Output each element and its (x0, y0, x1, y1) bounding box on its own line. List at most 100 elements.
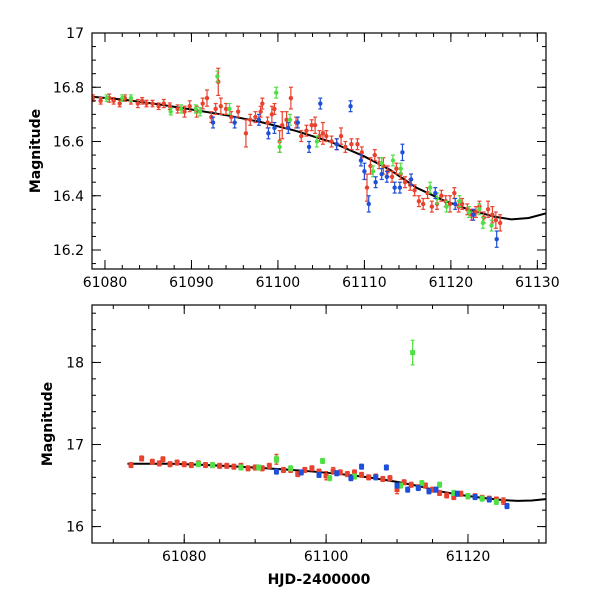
top-blue-marker-10 (348, 104, 353, 109)
top-red-point-38 (288, 86, 294, 110)
bottom-red-marker-5 (167, 461, 173, 467)
top-green-point-0 (104, 94, 109, 102)
bottom-red-marker-13 (224, 463, 230, 469)
bottom-blue-point-4 (348, 475, 354, 482)
top-green-point-9 (273, 86, 279, 99)
bottom-green-marker-13 (451, 490, 457, 496)
top-red-point-11 (156, 102, 161, 111)
top-red-marker-45 (320, 131, 326, 136)
bottom-blue-marker-9 (405, 487, 411, 493)
bottom-green-marker-8 (351, 474, 357, 480)
top-green-marker-10 (277, 144, 282, 150)
top-green-point-5 (193, 104, 198, 114)
bottom-red-point-25 (309, 465, 315, 472)
bottom-blue-marker-10 (415, 485, 421, 491)
bottom-red-point-14 (231, 463, 237, 470)
top-red-marker-27 (243, 131, 249, 136)
bottom-red-marker-26 (316, 469, 322, 475)
bottom-green-marker-1 (210, 462, 216, 468)
bottom-red-marker-14 (231, 464, 237, 470)
top-green-marker-24 (489, 223, 494, 228)
top-red-marker-68 (425, 190, 430, 196)
top-blue-marker-18 (397, 185, 403, 190)
bottom-blue-point-8 (394, 482, 400, 489)
top-green-marker-1 (120, 95, 125, 101)
bottom-green-point-4 (273, 455, 279, 464)
bottom-green-marker-12 (437, 482, 443, 488)
bottom-green-point-13 (451, 489, 457, 496)
top-blue-point-16 (384, 170, 390, 183)
top-red-point-65 (412, 184, 417, 197)
top-blue-marker-16 (384, 174, 390, 179)
bottom-red-marker-10 (203, 462, 208, 468)
bottom-x-tick-label: 61100 (304, 549, 349, 565)
top-green-marker-15 (390, 158, 396, 163)
top-red-marker-82 (485, 207, 491, 212)
top-red-marker-83 (490, 212, 495, 217)
bottom-plot-area (127, 339, 546, 510)
bottom-red-point-39 (408, 481, 414, 488)
top-red-point-73 (447, 195, 453, 213)
bottom-green-point-2 (238, 464, 244, 471)
top-red-marker-31 (260, 101, 265, 106)
bottom-green-marker-5 (288, 465, 294, 471)
bottom-blue-point-9 (405, 486, 411, 493)
top-blue-point-4 (272, 121, 277, 134)
bottom-green-marker-14 (465, 493, 471, 499)
top-red-point-69 (429, 200, 435, 213)
top-red-point-8 (139, 96, 145, 105)
bottom-green-marker-16 (493, 499, 499, 505)
top-green-marker-8 (227, 106, 232, 112)
top-red-marker-36 (280, 123, 285, 128)
top-blue-marker-17 (392, 185, 397, 190)
top-green-marker-13 (370, 169, 376, 174)
bottom-blue-marker-11 (426, 488, 432, 494)
top-red-marker-29 (253, 114, 258, 120)
top-blue-marker-3 (266, 131, 271, 136)
bottom-red-point-19 (266, 462, 272, 469)
bottom-green-marker-7 (327, 475, 333, 481)
top-blue-point-12 (362, 162, 367, 181)
top-red-point-29 (253, 111, 258, 124)
top-x-tick-label: 61130 (515, 275, 560, 291)
top-red-marker-60 (389, 174, 395, 179)
top-panel-axes: 61080 61090 61100 61110 61120 61130 16.2 16.4 16… (53, 26, 560, 291)
top-red-point-19 (204, 89, 210, 107)
top-red-marker-23 (218, 104, 224, 109)
top-red-marker-65 (412, 188, 417, 193)
top-y-tick-label: 16.2 (53, 243, 84, 259)
bottom-blue-marker-12 (433, 487, 439, 493)
top-green-point-21 (466, 206, 472, 219)
top-red-point-66 (416, 195, 422, 208)
bottom-blue-marker-1 (298, 469, 304, 475)
top-red-marker-42 (309, 123, 314, 128)
top-blue-marker-13 (366, 201, 371, 207)
top-red-marker-66 (416, 198, 422, 204)
bottom-blue-marker-13 (454, 491, 460, 497)
top-red-marker-16 (187, 104, 192, 109)
top-red-point-4 (117, 99, 122, 108)
bottom-red-marker-37 (394, 487, 400, 493)
bottom-red-point-6 (174, 459, 180, 466)
top-green-point-10 (277, 140, 282, 153)
top-green-point-1 (120, 94, 125, 102)
top-x-tick-label: 61100 (256, 275, 301, 291)
bottom-red-marker-41 (422, 483, 428, 489)
top-red-marker-19 (204, 95, 210, 101)
bottom-red-point-35 (380, 475, 386, 483)
bottom-red-marker-33 (366, 474, 372, 480)
top-red-marker-54 (364, 185, 370, 190)
bottom-blue-point-15 (486, 496, 492, 503)
top-green-marker-20 (457, 198, 462, 204)
top-green-marker-7 (215, 74, 220, 79)
bottom-red-point-21 (281, 466, 287, 474)
top-blue-point-23 (471, 208, 476, 221)
bottom-panel-xlabel: HJD-2400000 (268, 572, 371, 588)
top-red-marker-7 (135, 101, 141, 106)
bottom-red-marker-12 (217, 463, 223, 469)
top-blue-point-0 (210, 116, 216, 129)
top-blue-point-2 (256, 113, 262, 126)
bottom-red-marker-24 (302, 467, 308, 473)
bottom-red-point-12 (217, 462, 223, 469)
bottom-panel-ylabel: Magnitude (40, 382, 56, 466)
